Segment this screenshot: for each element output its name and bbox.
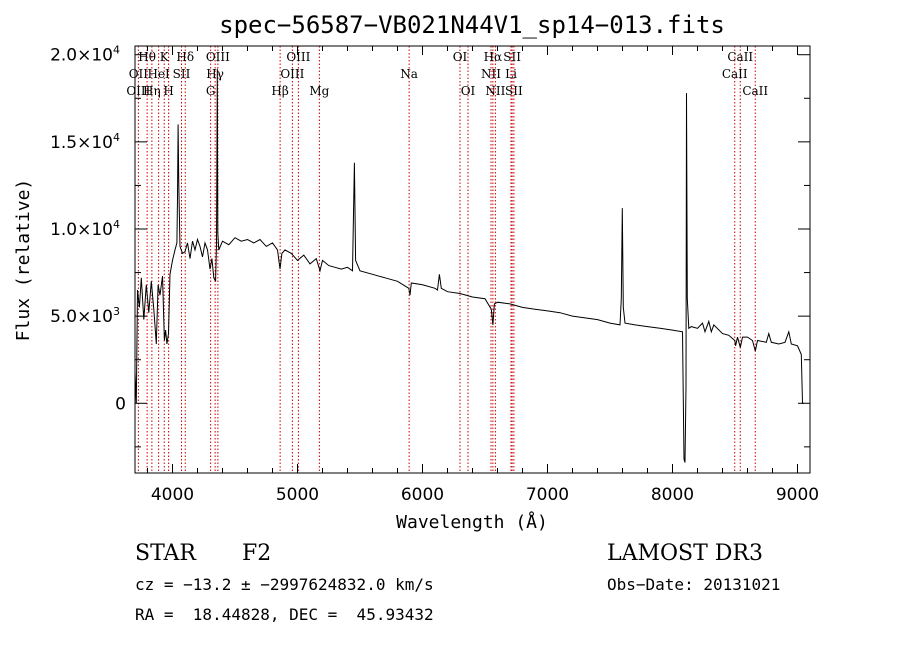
- line-label: SII: [503, 50, 521, 64]
- object-subclass: F2: [242, 541, 271, 566]
- line-label: H: [163, 84, 173, 98]
- spectrum-line: [134, 68, 804, 463]
- x-tick-label: 6000: [401, 485, 444, 505]
- y-tick-label: 0: [115, 394, 126, 414]
- y-axis-label: Flux (relative): [13, 179, 34, 342]
- line-label: K: [160, 50, 170, 64]
- line-label: NII: [485, 84, 505, 98]
- line-label: OI: [461, 84, 476, 98]
- y-tick-label: 5.0×103: [50, 305, 120, 327]
- x-tick-label: 8000: [651, 485, 694, 505]
- line-label: Hβ: [271, 84, 288, 98]
- line-label: NII: [481, 67, 501, 81]
- x-tick-label: 9000: [776, 485, 819, 505]
- y-tick-label: 1.5×104: [50, 131, 120, 153]
- y-axis: 0 5.0×103 1.0×104 1.5×104 2.0×104: [50, 44, 810, 448]
- line-label: OIII: [126, 84, 150, 98]
- plot-frame: [134, 45, 811, 474]
- y-tick-label: 1.0×104: [50, 218, 120, 240]
- line-label: OIII: [286, 50, 310, 64]
- x-tick-label: 7000: [526, 485, 569, 505]
- line-label: OI: [453, 50, 468, 64]
- chart-title: spec−56587−VB021N44V1_sp14−013.fits: [219, 11, 725, 39]
- line-label: CaII: [722, 67, 748, 81]
- line-label: SII: [505, 84, 523, 98]
- line-label: Hθ: [138, 50, 156, 64]
- x-axis: 4000 5000 6000 7000 8000 9000: [147, 46, 819, 505]
- x-tick-label: 5000: [276, 485, 319, 505]
- y-tick-label: 2.0×104: [50, 44, 120, 66]
- object-class: STAR: [135, 541, 197, 566]
- line-label: CaII: [727, 50, 753, 64]
- line-label: SII: [173, 67, 191, 81]
- line-label: Hδ: [176, 50, 194, 64]
- line-label: OII: [129, 67, 149, 81]
- line-label: Hα: [484, 50, 503, 64]
- redshift-info: cz = −13.2 ± −2997624832.0 km/s: [135, 575, 434, 594]
- line-label: Hη: [143, 84, 161, 98]
- line-label: CaII: [742, 84, 768, 98]
- line-label: Mg: [309, 84, 329, 98]
- line-label: Na: [400, 67, 418, 81]
- x-tick-label: 4000: [151, 485, 194, 505]
- survey-name: LAMOST DR3: [607, 541, 763, 566]
- line-label: G: [206, 84, 216, 98]
- line-label: Li: [505, 67, 517, 81]
- x-axis-label: Wavelength (Å): [396, 511, 548, 533]
- coordinates: RA = 18.44828, DEC = 45.93432: [135, 605, 434, 624]
- line-label: OIII: [206, 50, 230, 64]
- line-markers: [137, 46, 756, 473]
- line-label: Hγ: [206, 67, 224, 81]
- line-label: OIII: [280, 67, 304, 81]
- obs-date: Obs−Date: 20131021: [607, 575, 780, 594]
- line-label: HeI: [147, 67, 170, 81]
